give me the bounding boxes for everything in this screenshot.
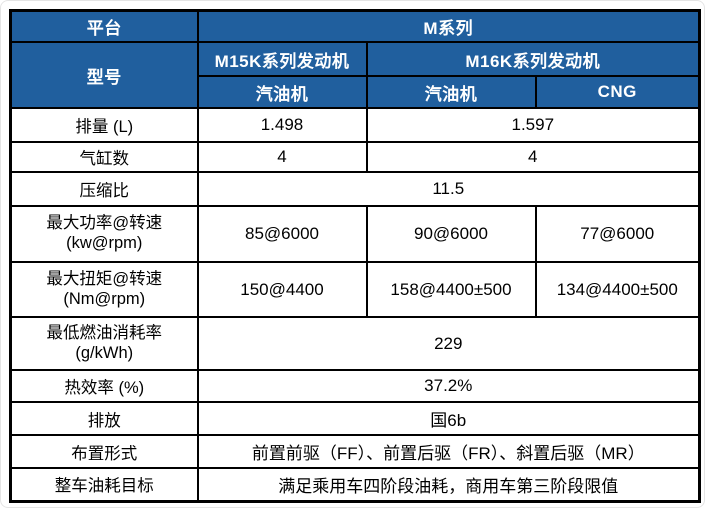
row-layout: 布置形式 前置前驱（FF）、前置后驱（FR）、斜置后驱（MR） <box>9 434 701 469</box>
label-layout: 布置形式 <box>9 434 199 469</box>
header-row-engine-series: 型号 M15K系列发动机 M16K系列发动机 <box>9 41 701 109</box>
header-model-label: 型号 <box>9 41 199 109</box>
value-max-torque-m16k-cng: 134@4400±500 <box>534 261 701 318</box>
row-max-torque: 最大扭矩@转速 (Nm@rpm) 150@4400 158@4400±500 1… <box>9 261 701 318</box>
label-min-fuel-consumption-line1: 最低燃油消耗率 <box>46 323 163 342</box>
label-min-fuel-consumption: 最低燃油消耗率 (g/kWh) <box>9 316 199 371</box>
value-min-fuel-consumption: 229 <box>196 316 701 371</box>
label-max-power-line1: 最大功率@转速 <box>46 214 163 233</box>
value-max-power-m15k-gasoline: 85@6000 <box>196 205 368 263</box>
header-engine-m15k: M15K系列发动机 <box>196 41 368 77</box>
label-min-fuel-consumption-line2: (g/kWh) <box>75 343 134 362</box>
value-max-torque-m16k-gasoline: 158@4400±500 <box>365 261 537 318</box>
label-thermal-efficiency: 热效率 (%) <box>9 369 199 403</box>
header-row-fuel-type: 汽油机 汽油机 CNG <box>11 75 701 109</box>
label-max-power-line2: (kw@rpm) <box>66 234 143 252</box>
header-row-platform: 平台 M系列 <box>9 9 701 43</box>
row-displacement: 排量 (L) 1.498 1.597 <box>9 107 701 143</box>
label-emission: 排放 <box>9 401 199 436</box>
value-thermal-efficiency: 37.2% <box>196 369 701 403</box>
label-max-power: 最大功率@转速 (kw@rpm) <box>9 205 199 263</box>
header-fuel-m16k-gasoline: 汽油机 <box>365 75 537 109</box>
value-displacement-m15k: 1.498 <box>196 107 368 143</box>
header-fuel-m15k-gasoline: 汽油机 <box>196 75 368 109</box>
header-fuel-m16k-cng: CNG <box>534 75 701 109</box>
value-cylinders-m15k: 4 <box>196 141 368 173</box>
engine-spec-table: 平台 M系列 型号 M15K系列发动机 M16K系列发动机 汽油机 汽油机 CN… <box>9 9 702 503</box>
row-thermal-efficiency: 热效率 (%) 37.2% <box>9 369 701 403</box>
row-vehicle-fuel-target: 整车油耗目标 满足乘用车四阶段油耗，商用车第三阶段限值 <box>9 467 701 502</box>
row-cylinders: 气缸数 4 4 <box>9 141 701 173</box>
value-emission: 国6b <box>196 401 701 436</box>
label-displacement: 排量 (L) <box>9 107 199 143</box>
value-max-torque-m15k-gasoline: 150@4400 <box>196 261 368 318</box>
label-max-torque-line2: (Nm@rpm) <box>63 289 146 308</box>
header-platform-value: M系列 <box>196 9 701 43</box>
header-platform-label: 平台 <box>9 9 199 43</box>
header-engine-m16k: M16K系列发动机 <box>365 41 701 77</box>
value-layout: 前置前驱（FF）、前置后驱（FR）、斜置后驱（MR） <box>196 434 701 469</box>
value-max-power-m16k-gasoline: 90@6000 <box>365 205 537 263</box>
value-cylinders-m16k: 4 <box>365 141 701 173</box>
row-compression-ratio: 压缩比 11.5 <box>9 171 701 207</box>
value-displacement-m16k: 1.597 <box>365 107 701 143</box>
row-min-fuel-consumption: 最低燃油消耗率 (g/kWh) 229 <box>9 316 701 371</box>
row-max-power: 最大功率@转速 (kw@rpm) 85@6000 90@6000 77@6000 <box>9 205 701 263</box>
value-compression-ratio: 11.5 <box>196 171 701 207</box>
label-max-torque-line1: 最大扭矩@转速 <box>46 269 163 288</box>
value-vehicle-fuel-target: 满足乘用车四阶段油耗，商用车第三阶段限值 <box>196 467 701 502</box>
label-cylinders: 气缸数 <box>9 141 199 173</box>
value-max-power-m16k-cng: 77@6000 <box>534 205 701 263</box>
label-max-torque: 最大扭矩@转速 (Nm@rpm) <box>9 261 199 318</box>
row-emission: 排放 国6b <box>9 401 701 436</box>
label-vehicle-fuel-target: 整车油耗目标 <box>9 467 199 502</box>
label-compression-ratio: 压缩比 <box>9 171 199 207</box>
